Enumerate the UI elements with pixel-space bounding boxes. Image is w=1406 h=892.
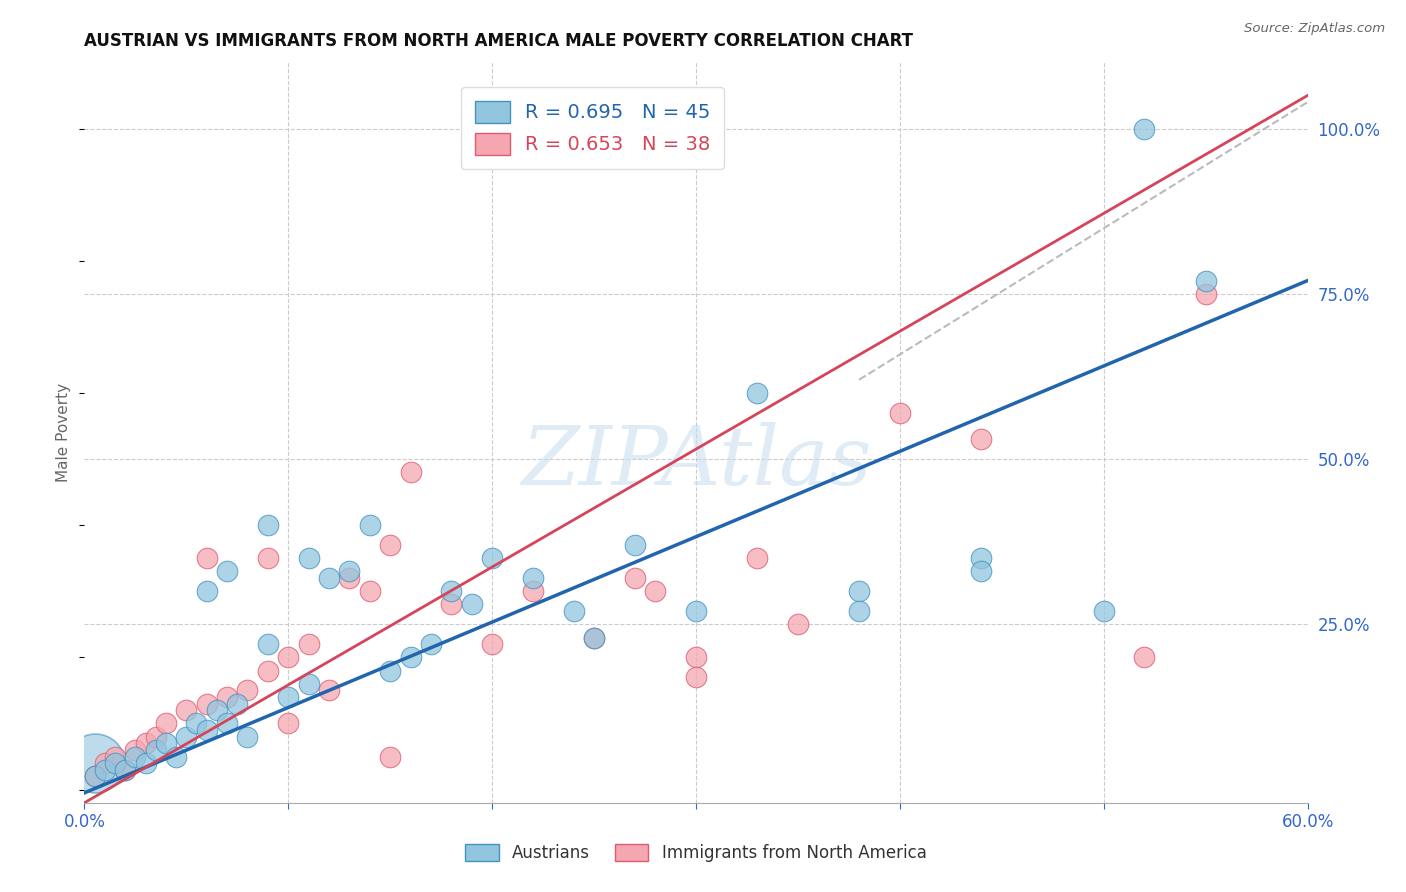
Text: Source: ZipAtlas.com: Source: ZipAtlas.com <box>1244 22 1385 36</box>
Point <box>787 617 810 632</box>
Point <box>298 677 321 691</box>
Point <box>174 730 197 744</box>
Point <box>135 736 157 750</box>
Point <box>848 604 870 618</box>
Point <box>339 565 361 579</box>
Point <box>481 637 503 651</box>
Point <box>155 716 177 731</box>
Y-axis label: Male Poverty: Male Poverty <box>56 383 72 483</box>
Point <box>83 769 105 783</box>
Point <box>257 637 280 651</box>
Point <box>318 571 340 585</box>
Point <box>165 749 187 764</box>
Point <box>205 703 228 717</box>
Point <box>522 584 544 599</box>
Point <box>93 756 115 771</box>
Point <box>970 432 993 446</box>
Point <box>195 584 218 599</box>
Point <box>420 637 443 651</box>
Point <box>848 584 870 599</box>
Point <box>440 598 463 612</box>
Point <box>747 386 769 401</box>
Point <box>359 584 381 599</box>
Point <box>747 551 769 566</box>
Point <box>124 743 146 757</box>
Point <box>114 763 136 777</box>
Point <box>685 670 707 684</box>
Point <box>124 749 146 764</box>
Point <box>195 723 218 737</box>
Point <box>685 604 707 618</box>
Point <box>685 650 707 665</box>
Point <box>522 571 544 585</box>
Point <box>970 551 993 566</box>
Point <box>644 584 666 599</box>
Point <box>217 716 239 731</box>
Point <box>1195 286 1218 301</box>
Point <box>257 664 280 678</box>
Point <box>298 551 321 566</box>
Point <box>83 769 105 783</box>
Point <box>257 551 280 566</box>
Point <box>104 749 127 764</box>
Point <box>399 650 422 665</box>
Point <box>93 763 115 777</box>
Point <box>104 756 127 771</box>
Point <box>380 664 402 678</box>
Point <box>461 598 484 612</box>
Point <box>277 716 299 731</box>
Point <box>318 683 340 698</box>
Point <box>236 683 259 698</box>
Point <box>624 538 647 552</box>
Point <box>217 565 239 579</box>
Point <box>380 749 402 764</box>
Point <box>298 637 321 651</box>
Point <box>236 730 259 744</box>
Point <box>135 756 157 771</box>
Point <box>440 584 463 599</box>
Point <box>174 703 197 717</box>
Point <box>1092 604 1115 618</box>
Point <box>195 697 218 711</box>
Point <box>1133 121 1156 136</box>
Point <box>114 763 136 777</box>
Point <box>339 571 361 585</box>
Point <box>155 736 177 750</box>
Point <box>889 406 911 420</box>
Point <box>145 730 167 744</box>
Point <box>624 571 647 585</box>
Point <box>1195 274 1218 288</box>
Point <box>970 565 993 579</box>
Point <box>145 743 167 757</box>
Point <box>257 518 280 533</box>
Text: AUSTRIAN VS IMMIGRANTS FROM NORTH AMERICA MALE POVERTY CORRELATION CHART: AUSTRIAN VS IMMIGRANTS FROM NORTH AMERIC… <box>84 32 914 50</box>
Point <box>226 697 249 711</box>
Point <box>1133 650 1156 665</box>
Legend: Austrians, Immigrants from North America: Austrians, Immigrants from North America <box>458 837 934 869</box>
Text: ZIPAtlas: ZIPAtlas <box>520 422 872 502</box>
Point <box>583 631 606 645</box>
Point <box>217 690 239 704</box>
Point <box>380 538 402 552</box>
Point <box>277 690 299 704</box>
Point <box>277 650 299 665</box>
Point <box>195 551 218 566</box>
Point <box>399 465 422 479</box>
Point <box>583 631 606 645</box>
Point <box>186 716 208 731</box>
Point <box>562 604 585 618</box>
Point <box>481 551 503 566</box>
Point <box>359 518 381 533</box>
Point <box>83 756 105 771</box>
